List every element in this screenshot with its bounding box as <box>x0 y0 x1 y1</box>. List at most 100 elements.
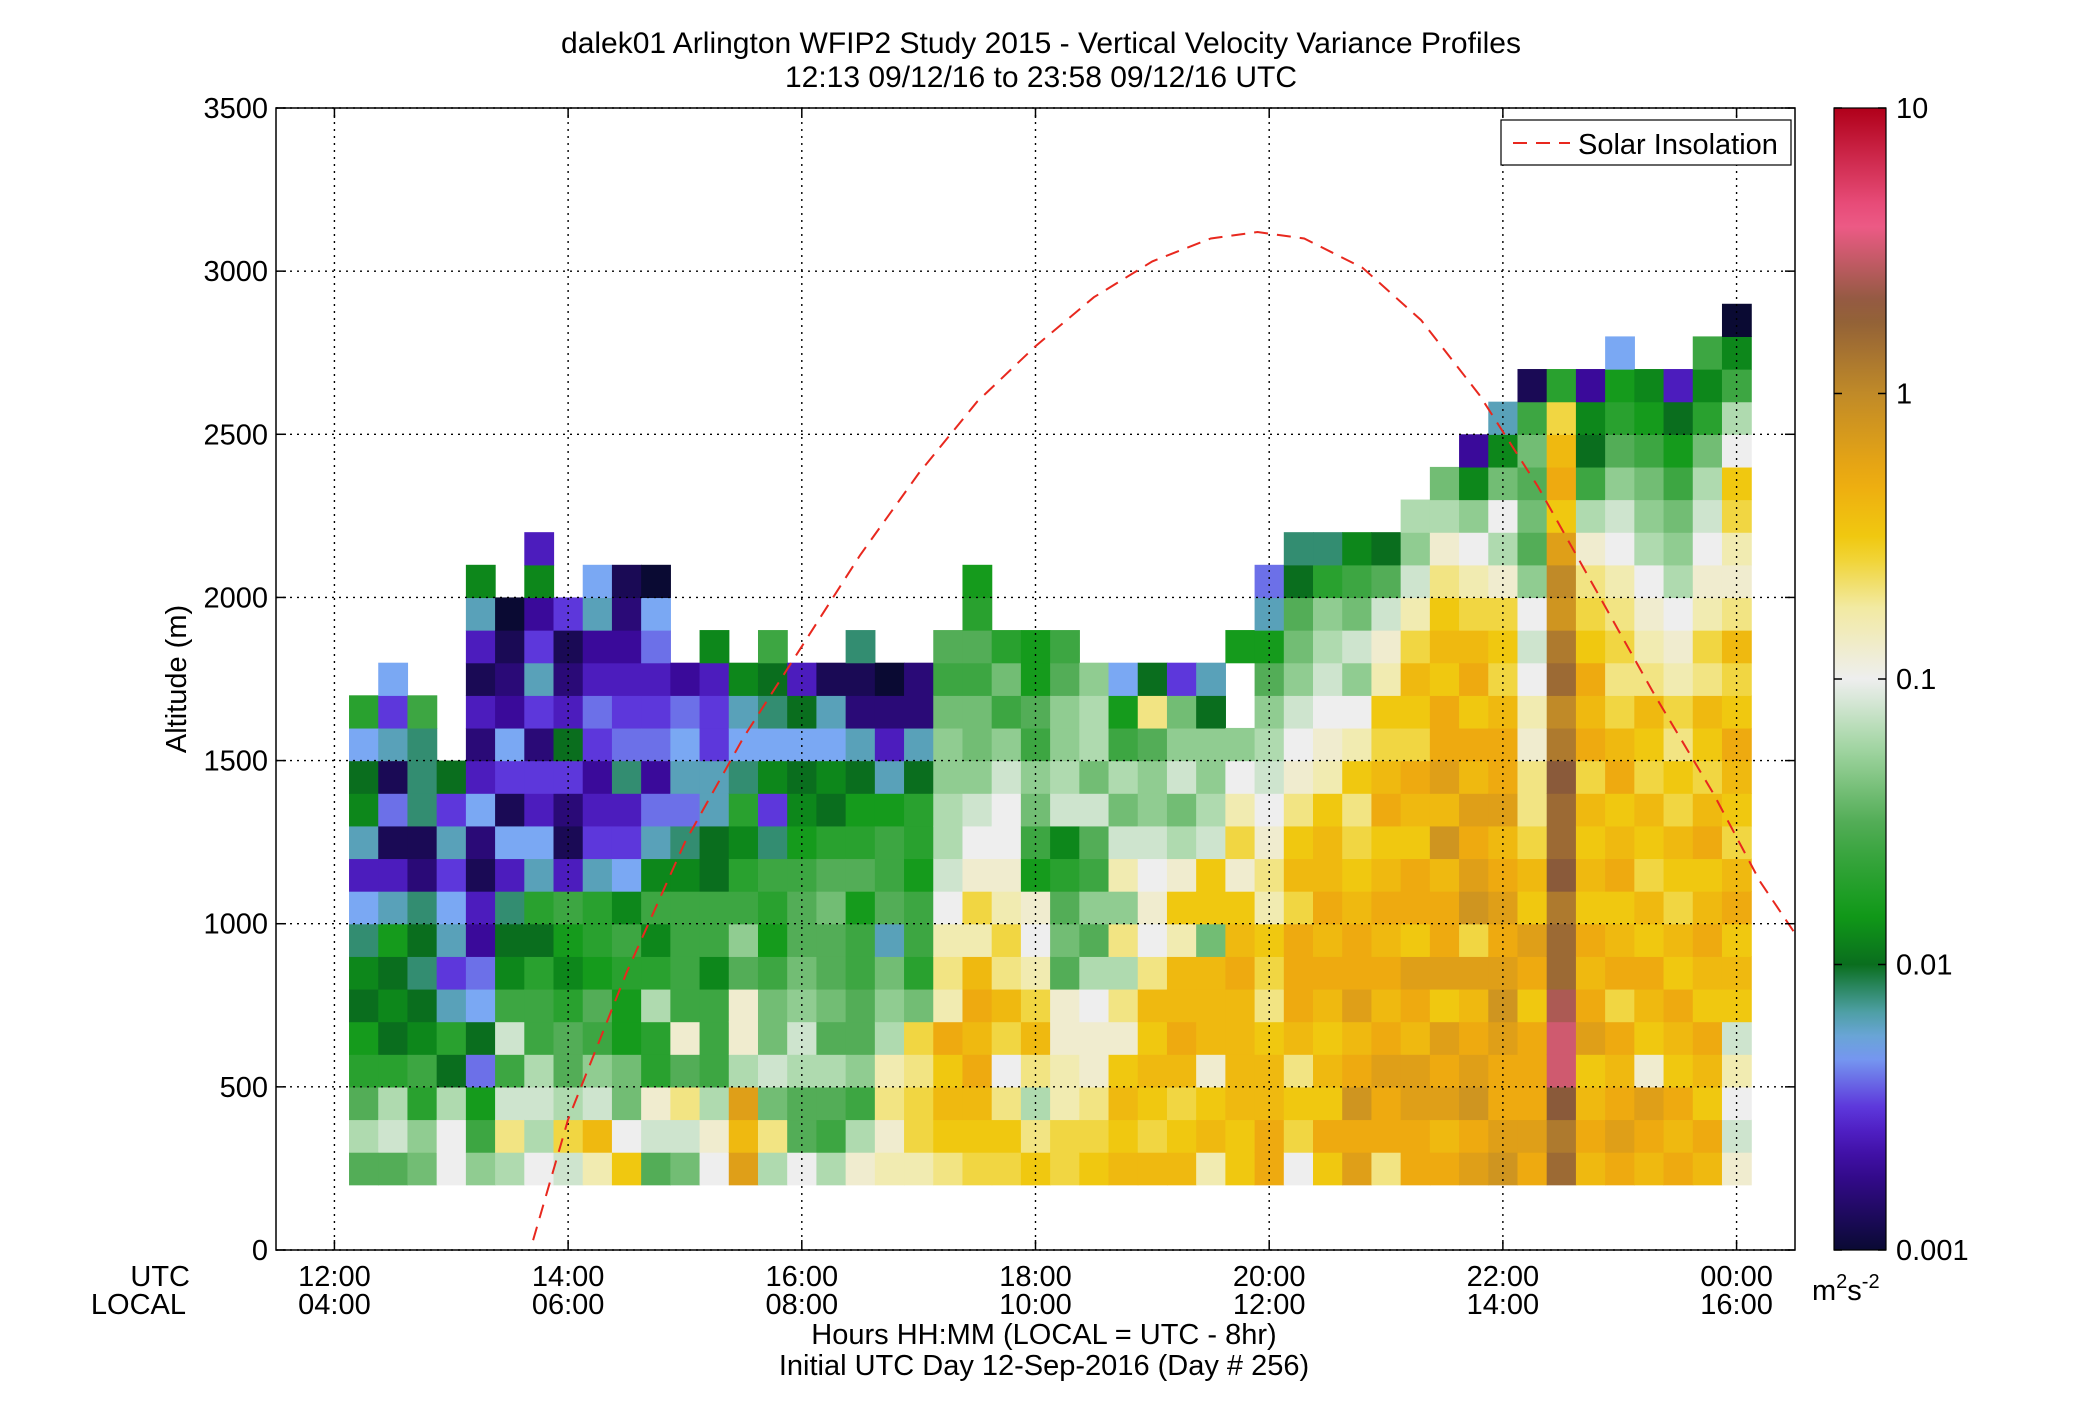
heatmap-cell-c27-r2 <box>1137 1086 1168 1121</box>
heatmap-cell-c5-r1 <box>495 1119 525 1153</box>
heatmap-cell-c1-r1 <box>378 1119 409 1153</box>
heatmap-cell-c13-r6 <box>728 956 759 990</box>
heatmap-cell-c0-r6 <box>349 956 379 990</box>
heatmap-cell-c26-r4 <box>1108 1021 1139 1055</box>
heatmap-cell-c41-r8 <box>1546 891 1577 925</box>
heatmap-cell-c41-r12 <box>1546 760 1577 794</box>
heatmap-cell-c38-r10 <box>1459 825 1489 860</box>
heatmap-cell-c24-r8 <box>1050 891 1080 925</box>
heatmap-cell-c42-r5 <box>1575 988 1606 1023</box>
heatmap-cell-c38-r15 <box>1459 662 1489 696</box>
heatmap-cell-c24-r12 <box>1050 760 1080 794</box>
heatmap-cell-c0-r13 <box>349 727 379 762</box>
heatmap-cell-c43-r19 <box>1605 532 1635 566</box>
heatmap-cell-c33-r8 <box>1313 891 1343 925</box>
heatmap-cell-c44-r4 <box>1634 1021 1665 1055</box>
heatmap-cell-c38-r3 <box>1459 1054 1489 1088</box>
heatmap-cell-c21-r12 <box>962 760 993 794</box>
heatmap-cell-c22-r14 <box>991 695 1022 729</box>
heatmap-cell-c14-r3 <box>757 1054 788 1088</box>
heatmap-cell-c46-r7 <box>1692 923 1723 957</box>
heatmap-cell-c37-r5 <box>1429 988 1460 1023</box>
heatmap-cell-c8-r17 <box>582 597 613 631</box>
heatmap-cell-c21-r11 <box>962 793 993 827</box>
heatmap-cell-c27-r10 <box>1137 825 1168 860</box>
heatmap-cell-c45-r2 <box>1663 1086 1694 1121</box>
heatmap-cell-c40-r14 <box>1517 695 1548 729</box>
heatmap-cell-c44-r21 <box>1634 466 1665 501</box>
heatmap-cell-c4-r15 <box>465 662 496 696</box>
heatmap-cell-c33-r16 <box>1313 630 1343 664</box>
heatmap-cell-c36-r19 <box>1400 532 1431 566</box>
heatmap-cell-c18-r13 <box>874 727 905 762</box>
heatmap-cell-c38-r5 <box>1459 988 1489 1023</box>
heatmap-cell-c43-r10 <box>1605 825 1635 860</box>
heatmap-cell-c26-r11 <box>1108 793 1139 827</box>
heatmap-cell-c23-r16 <box>1020 630 1051 664</box>
heatmap-cell-c42-r10 <box>1575 825 1606 860</box>
heatmap-cell-c21-r1 <box>962 1119 993 1153</box>
heatmap-cell-c41-r1 <box>1546 1119 1577 1153</box>
heatmap-cell-c34-r19 <box>1342 532 1373 566</box>
heatmap-cell-c0-r1 <box>349 1119 379 1153</box>
heatmap-cell-c22-r5 <box>991 988 1022 1023</box>
heatmap-cell-c1-r7 <box>378 923 409 957</box>
heatmap-cell-c22-r15 <box>991 662 1022 696</box>
heatmap-cell-c40-r2 <box>1517 1086 1548 1121</box>
heatmap-cell-c21-r13 <box>962 727 993 762</box>
heatmap-cell-c4-r7 <box>465 923 496 957</box>
heatmap-cell-c12-r13 <box>699 727 730 762</box>
heatmap-cell-c21-r16 <box>962 630 993 664</box>
heatmap-cell-c11-r0 <box>670 1152 701 1186</box>
heatmap-cell-c32-r13 <box>1283 727 1314 762</box>
heatmap-cell-c37-r21 <box>1429 466 1460 501</box>
heatmap-cell-c45-r17 <box>1663 597 1694 631</box>
heatmap-cell-c30-r16 <box>1225 630 1256 664</box>
heatmap-cell-c5-r0 <box>495 1152 525 1186</box>
heatmap-cell-c4-r11 <box>465 793 496 827</box>
heatmap-cell-c37-r9 <box>1429 858 1460 892</box>
heatmap-cell-c7-r7 <box>553 923 584 957</box>
heatmap-cell-c41-r22 <box>1546 434 1577 468</box>
heatmap-cell-c10-r9 <box>641 858 671 892</box>
heatmap-cell-c43-r6 <box>1605 956 1635 990</box>
heatmap-cell-c37-r0 <box>1429 1152 1460 1186</box>
heatmap-cell-c3-r1 <box>436 1119 467 1153</box>
heatmap-cell-c6-r1 <box>524 1119 555 1153</box>
heatmap-cell-c34-r17 <box>1342 597 1373 631</box>
heatmap-cell-c46-r22 <box>1692 434 1723 468</box>
heatmap-cell-c47-r7 <box>1721 923 1752 957</box>
heatmap-cell-c40-r23 <box>1517 401 1548 435</box>
heatmap-cell-c38-r8 <box>1459 891 1489 925</box>
heatmap-cell-c38-r19 <box>1459 532 1489 566</box>
heatmap-cell-c13-r15 <box>728 662 759 696</box>
heatmap-cell-c8-r9 <box>582 858 613 892</box>
heatmap-cell-c34-r11 <box>1342 793 1373 827</box>
heatmap-cell-c17-r15 <box>845 662 876 696</box>
heatmap-cell-c3-r11 <box>436 793 467 827</box>
heatmap-cell-c40-r3 <box>1517 1054 1548 1088</box>
heatmap-cell-c13-r9 <box>728 858 759 892</box>
heatmap-cell-c28-r15 <box>1166 662 1197 696</box>
heatmap-cell-c37-r6 <box>1429 956 1460 990</box>
heatmap-cell-c40-r6 <box>1517 956 1548 990</box>
heatmap-cell-c29-r8 <box>1196 891 1226 925</box>
heatmap-cell-c25-r12 <box>1079 760 1110 794</box>
heatmap-cell-c20-r12 <box>933 760 964 794</box>
heatmap-cell-c2-r3 <box>407 1054 438 1088</box>
heatmap-cell-c21-r6 <box>962 956 993 990</box>
heatmap-cell-c42-r11 <box>1575 793 1606 827</box>
heatmap-cell-c11-r2 <box>670 1086 701 1121</box>
heatmap-cell-c16-r10 <box>816 825 847 860</box>
heatmap-cell-c4-r3 <box>465 1054 496 1088</box>
heatmap-cell-c40-r24 <box>1517 369 1548 403</box>
heatmap-cell-c4-r1 <box>465 1119 496 1153</box>
heatmap-cell-c22-r13 <box>991 727 1022 762</box>
heatmap-cell-c25-r0 <box>1079 1152 1110 1186</box>
heatmap-cell-c8-r3 <box>582 1054 613 1088</box>
heatmap-cell-c1-r6 <box>378 956 409 990</box>
heatmap-cell-c35-r18 <box>1371 564 1402 599</box>
heatmap-cell-c38-r16 <box>1459 630 1489 664</box>
heatmap-cell-c27-r0 <box>1137 1152 1168 1186</box>
heatmap-cell-c30-r12 <box>1225 760 1256 794</box>
